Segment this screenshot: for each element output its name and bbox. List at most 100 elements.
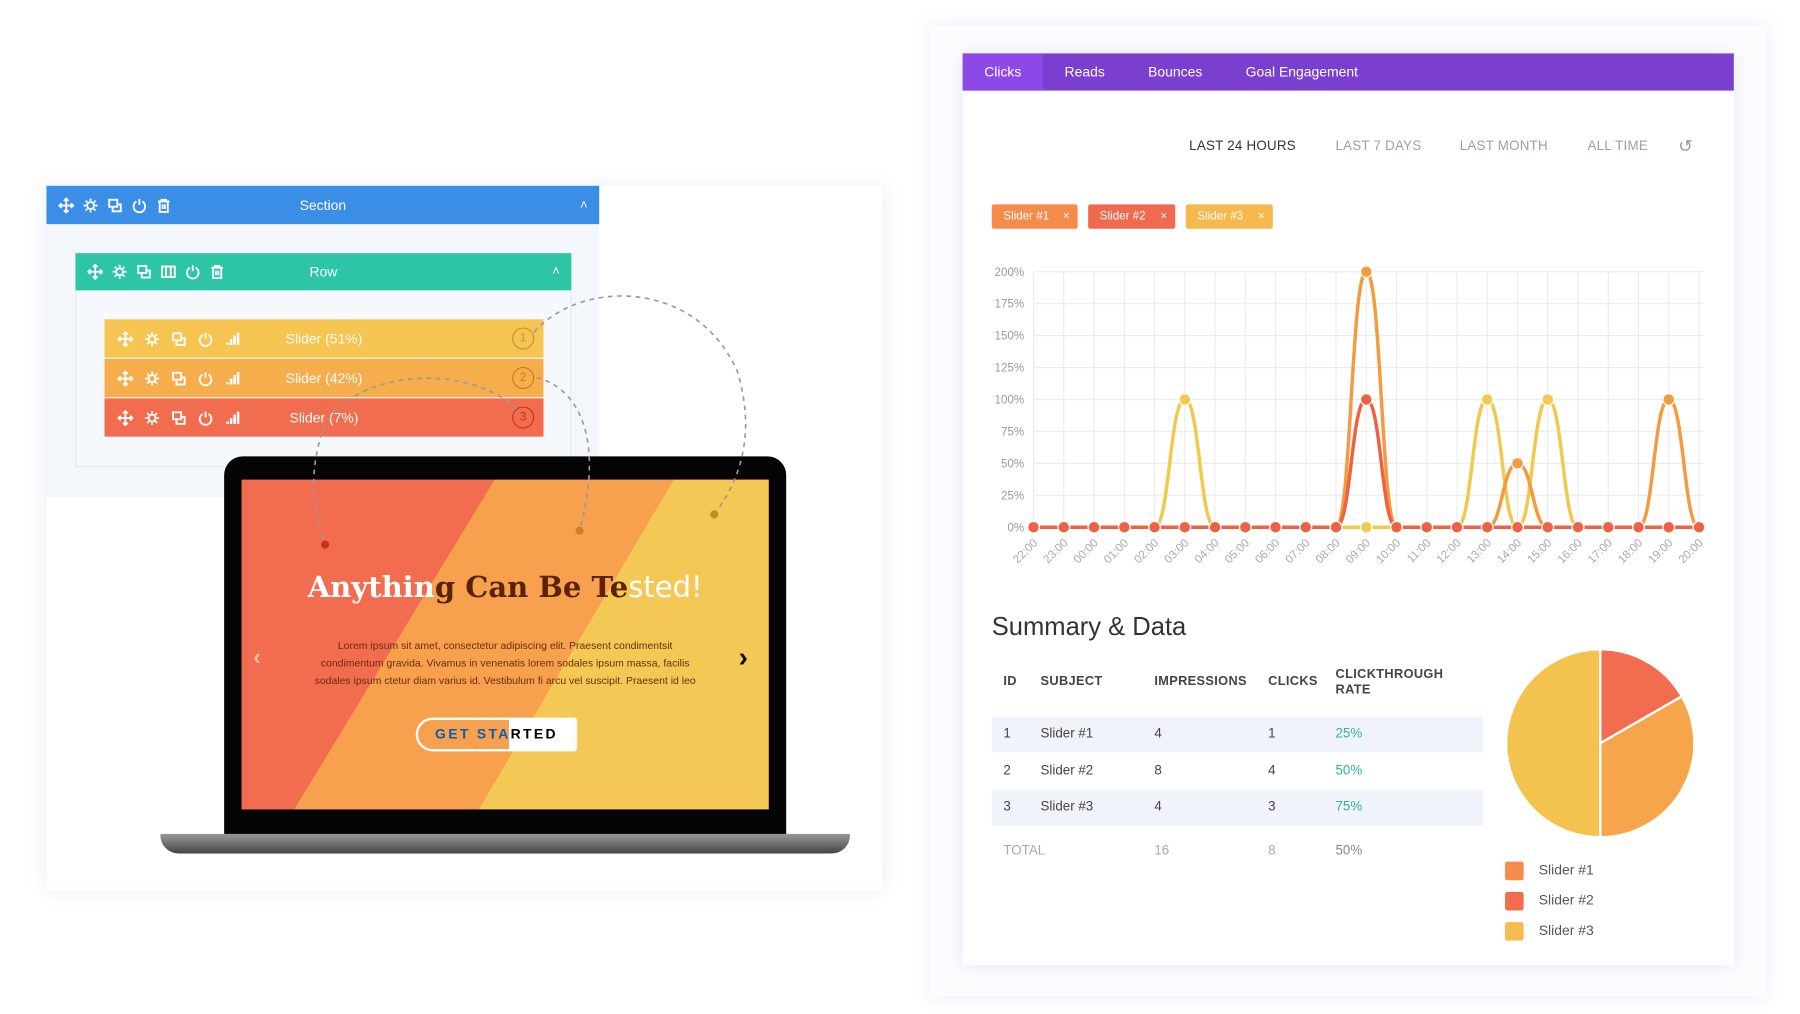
y-tick-label: 150%	[995, 330, 1025, 343]
x-tick-label: 16:00	[1555, 536, 1585, 566]
section-label: Section	[299, 196, 347, 214]
headline: Anything Can Be Tested!	[307, 570, 703, 604]
filter-last-month[interactable]: LAST MONTH	[1459, 139, 1548, 154]
refresh-icon[interactable]: ↺	[1678, 137, 1693, 157]
data-point	[1541, 520, 1555, 534]
chevron-up-icon[interactable]: ˄	[552, 264, 560, 279]
tag-slider-3[interactable]: Slider #3 ×	[1185, 204, 1273, 229]
close-icon[interactable]: ×	[1160, 210, 1168, 223]
slider-module-3[interactable]: Slider (7%) 3	[104, 398, 544, 437]
data-point	[1299, 520, 1313, 534]
data-point	[1662, 393, 1676, 406]
tab-clicks[interactable]: Clicks	[962, 53, 1043, 91]
close-icon[interactable]: ×	[1062, 210, 1070, 223]
slider-preview: Anything Can Be Tested! Lorem ipsum sit …	[241, 479, 769, 810]
table-cell: 4	[1268, 763, 1276, 778]
x-tick-label: 06:00	[1253, 536, 1283, 566]
col-subject: SUBJECT	[1040, 674, 1103, 689]
table-cell: Slider #2	[1040, 763, 1094, 778]
x-tick-label: 07:00	[1283, 536, 1313, 566]
x-tick-label: 09:00	[1343, 536, 1373, 566]
table-cell: 1	[1268, 726, 1276, 741]
x-tick-label: 11:00	[1404, 536, 1433, 565]
table-cell: 8	[1154, 763, 1162, 778]
legend-label: Slider #3	[1538, 922, 1594, 939]
connector-3	[312, 377, 518, 545]
y-tick-label: 100%	[995, 394, 1025, 407]
tag-slider-2[interactable]: Slider #2 ×	[1088, 204, 1176, 229]
module-label: Slider (7%)	[289, 409, 359, 426]
data-point	[1480, 520, 1494, 534]
col-id: ID	[1003, 674, 1017, 689]
x-tick-label: 05:00	[1222, 536, 1252, 566]
pie-slice	[1599, 648, 1684, 746]
data-point	[1359, 520, 1373, 534]
module-number-badge: 3	[512, 406, 535, 429]
x-tick-label: 19:00	[1646, 536, 1676, 566]
x-tick-label: 01:00	[1101, 536, 1131, 566]
close-icon[interactable]: ×	[1257, 210, 1265, 223]
data-point	[1571, 520, 1585, 534]
x-tick-label: 08:00	[1313, 536, 1343, 566]
total-impressions: 16	[1154, 844, 1170, 859]
tab-bounces[interactable]: Bounces	[1148, 63, 1203, 81]
table-cell: 3	[1268, 800, 1276, 815]
x-tick-label: 15:00	[1525, 536, 1555, 566]
col-impressions: IMPRESSIONS	[1154, 674, 1247, 689]
prev-arrow-icon[interactable]: ‹	[253, 644, 261, 671]
chevron-up-icon[interactable]: ˄	[580, 198, 588, 212]
filter-last-7-days[interactable]: LAST 7 DAYS	[1335, 139, 1422, 154]
module-number-badge: 1	[512, 327, 535, 350]
y-tick-label: 25%	[1001, 489, 1024, 502]
y-tick-label: 75%	[1001, 425, 1024, 438]
row-label: Row	[309, 263, 338, 280]
y-tick-label: 125%	[995, 362, 1025, 375]
connector-lines	[312, 295, 747, 549]
x-tick-label: 17:00	[1585, 536, 1615, 566]
legend-swatch-slider-1	[1505, 861, 1524, 881]
table-cell: 75%	[1335, 800, 1363, 815]
data-point	[1511, 520, 1524, 534]
data-point	[1390, 520, 1403, 534]
data-point	[1178, 520, 1192, 534]
table-cell: Slider #1	[1040, 726, 1094, 741]
data-point	[1057, 520, 1071, 534]
body-text: Lorem ipsum sit amet, consectetur adipis…	[314, 639, 696, 687]
slider-module-2[interactable]: Slider (42%) 2	[104, 358, 544, 398]
table-row	[991, 716, 1483, 753]
tab-reads[interactable]: Reads	[1064, 63, 1105, 81]
y-tick-label: 50%	[1001, 457, 1024, 470]
data-point	[1269, 520, 1282, 534]
pie-slice	[1505, 648, 1602, 839]
slider-module-1[interactable]: Slider (51%) 1	[104, 319, 544, 358]
data-point	[1087, 520, 1101, 534]
module-label: Slider (51%)	[285, 330, 363, 347]
filter-last-24-hours[interactable]: LAST 24 HOURS	[1189, 139, 1296, 154]
dot-yellow	[710, 510, 719, 519]
tab-goal-engagement[interactable]: Goal Engagement	[1245, 63, 1358, 81]
next-arrow-icon[interactable]: ›	[738, 642, 748, 674]
x-tick-label: 00:00	[1071, 536, 1101, 566]
laptop-base	[160, 833, 851, 854]
data-point	[1480, 393, 1494, 406]
get-started-button[interactable]: GET STARTED	[415, 717, 578, 752]
connector-2	[536, 376, 591, 531]
connector-1	[533, 295, 747, 515]
x-tick-label: 13:00	[1464, 536, 1494, 566]
x-tick-label: 04:00	[1192, 536, 1222, 566]
x-tick-label: 20:00	[1676, 536, 1706, 566]
line-chart: 0% 25% 50% 75% 100% 125% 150% 175% 200% 22:00 23:0…	[995, 265, 1706, 566]
data-point	[1359, 265, 1373, 279]
data-point	[1027, 520, 1040, 534]
col-clickthrough-rate: CLICKTHROUGH RATE	[1335, 667, 1444, 697]
dot-red	[321, 540, 330, 549]
table-cell: 25%	[1335, 726, 1363, 741]
section-header[interactable]: Section ˄	[46, 185, 600, 225]
tag-slider-1[interactable]: Slider #1 ×	[991, 204, 1078, 229]
table-cell: 4	[1154, 726, 1162, 741]
y-tick-label: 175%	[995, 298, 1025, 311]
total-rate: 50%	[1335, 844, 1363, 859]
legend-swatch-slider-3	[1505, 922, 1524, 941]
row-header[interactable]: Row ˄	[75, 253, 572, 291]
filter-all-time[interactable]: ALL TIME	[1587, 139, 1648, 154]
